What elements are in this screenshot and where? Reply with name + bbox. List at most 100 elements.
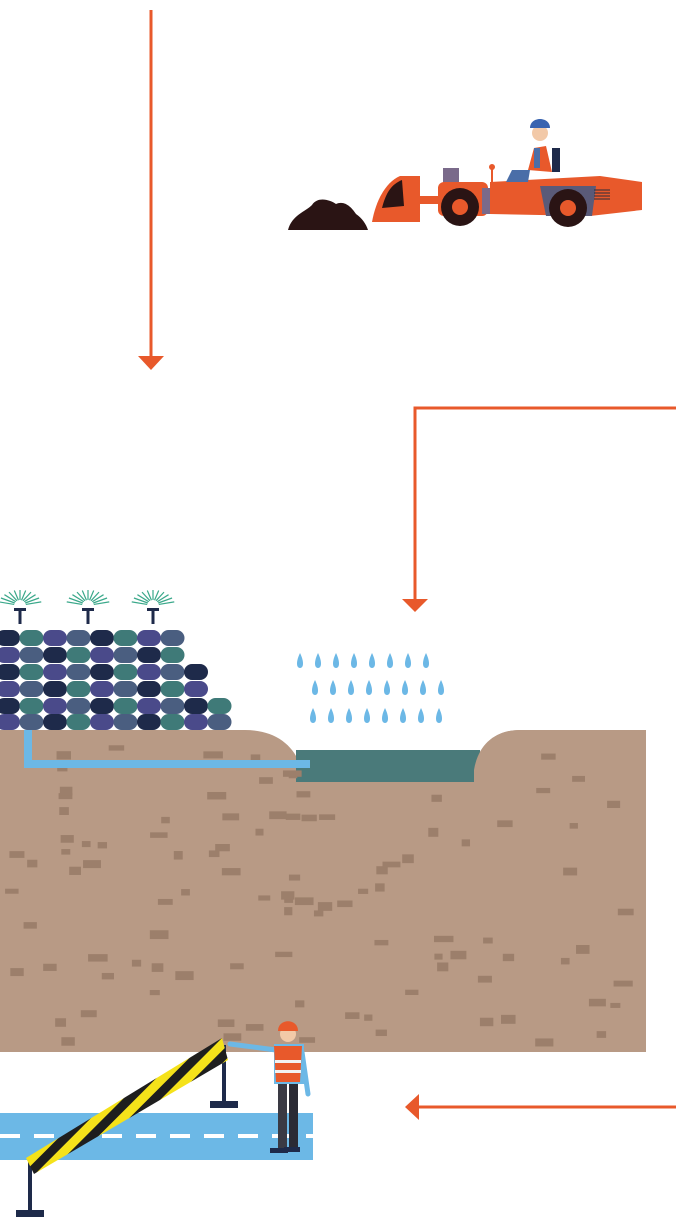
sandbag [43,664,67,680]
spray [25,601,42,606]
raindrop [346,708,352,723]
sandbag [90,698,114,714]
raindrop [438,680,444,695]
raindrop [364,708,370,723]
soil-speck [364,1014,373,1021]
sandbag [137,630,161,646]
sandbag [113,664,138,680]
arrow-head [138,356,164,370]
raindrop [423,653,429,668]
spray [158,601,175,606]
sprinklers [0,590,175,624]
raindrop [436,708,442,723]
soil-speck [175,971,194,981]
soil-speck [461,839,471,847]
spray [157,597,173,604]
soil-speck [108,745,125,751]
raindrop [384,680,390,695]
spray [23,594,36,603]
rain [297,653,444,723]
drain-pipe [24,730,310,768]
raindrop [405,653,411,668]
soil-speck [610,1002,621,1008]
spray [155,591,165,602]
seat [552,148,560,172]
soil-speck [607,800,621,808]
soil-speck [576,944,590,954]
soil-speck [563,867,578,876]
pond [296,750,480,782]
soil-speck [536,787,551,794]
soil-speck [375,883,385,892]
soil-speck [402,854,414,864]
sandbag [90,630,114,646]
soil-speck [319,814,336,820]
sandbag [137,647,161,663]
sandbag [66,664,91,680]
soil-speck [497,820,513,828]
soil-speck [569,823,578,829]
spray [93,601,110,606]
sandbag [0,664,20,680]
soil-speck [281,891,295,900]
spray [76,591,86,602]
soil-speck [43,963,57,971]
soil-speck [294,897,314,906]
worker-leg [278,1082,287,1148]
sandbag [137,681,161,697]
soil-speck [535,1038,554,1047]
soil-speck [250,754,261,763]
raindrop [369,653,375,668]
soil-speck [97,842,108,849]
raindrop [312,680,318,695]
sandbag [207,714,232,730]
soil-speck [55,1018,67,1027]
sandbag [43,698,67,714]
soil-speck [173,851,183,860]
soil-speck [299,1037,316,1043]
soil-speck [313,910,324,917]
soil-speck [230,963,244,970]
worker-shoe [270,1148,288,1153]
soil-speck [477,975,492,983]
soil-speck [161,816,170,824]
loader [288,119,642,230]
sandbag [43,630,67,646]
soil-speck [258,895,271,901]
driver-shirt [534,148,540,168]
sprinkler-stem [18,610,22,624]
soil-speck [131,959,142,967]
spray [81,590,87,601]
spray [68,597,84,604]
helmet [530,119,550,128]
spray [137,594,150,603]
spray [66,601,83,606]
spray [22,591,32,602]
sandbag [0,698,20,714]
spray [154,590,160,601]
hub [560,200,576,216]
spray [92,597,108,604]
driver-legs [506,170,530,182]
sandbag [0,681,20,697]
soil-speck [572,775,585,782]
soil-speck [376,866,388,875]
raindrop [418,708,424,723]
worker-vest [274,1046,302,1082]
soil-speck [284,907,293,916]
sandbag [90,664,114,680]
soil-speck [450,950,467,960]
sandbag [19,681,44,697]
spray [4,594,17,603]
soil-speck [345,1012,360,1019]
sprinkler-stem [86,610,90,624]
soil-speck [207,791,227,800]
soil-speck [317,902,333,911]
soil-speck [101,972,114,980]
sandbag [90,647,114,663]
soil-speck [60,835,74,843]
soil-speck [428,827,439,837]
soil-speck [479,1017,494,1027]
sandbag [43,714,67,730]
